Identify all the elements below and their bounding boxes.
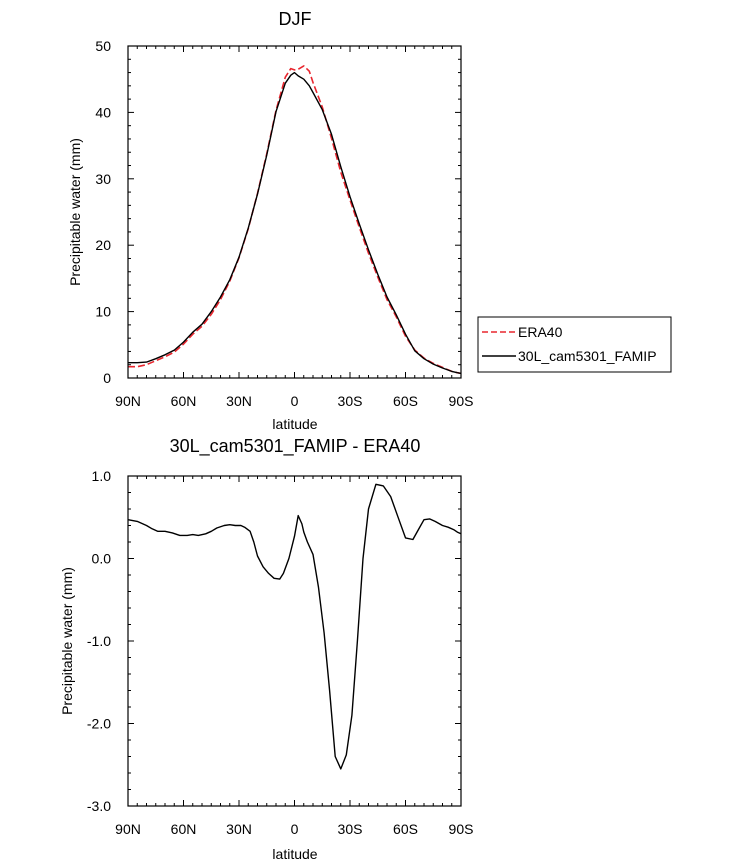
x-tick-label: 0 — [291, 821, 299, 837]
y-tick-label: -2.0 — [87, 716, 111, 732]
y-tick-label: -3.0 — [87, 798, 111, 814]
legend-box — [477, 316, 672, 373]
chart-title: 30L_cam5301_FAMIP - ERA40 — [170, 436, 421, 457]
series-line-difference — [127, 483, 462, 770]
plot-frame — [127, 475, 462, 807]
x-tick-label: 30N — [226, 393, 252, 409]
x-axis-label: latitude — [272, 846, 317, 862]
x-tick-label: 30S — [338, 821, 363, 837]
y-tick-label: 0.0 — [92, 551, 112, 567]
y-tick-label: 30 — [95, 171, 111, 187]
legend-label-famip: 30L_cam5301_FAMIP — [518, 348, 657, 364]
y-axis-label: Precipitable water (mm) — [59, 567, 75, 715]
y-tick-label: 0 — [103, 370, 111, 386]
x-tick-label: 60N — [171, 821, 197, 837]
series-line-era40 — [128, 65, 462, 375]
y-tick-label: 1.0 — [92, 468, 112, 484]
y-tick-label: 50 — [95, 38, 111, 54]
legend-label-era40: ERA40 — [518, 324, 563, 340]
x-tick-label: 90N — [115, 393, 141, 409]
x-tick-label: 0 — [291, 393, 299, 409]
series-line-30l-cam5301-famip — [128, 71, 462, 375]
legend-entry-era40: ERA40 — [482, 324, 563, 340]
chart-title: DJF — [279, 9, 312, 29]
x-tick-label: 30N — [226, 821, 252, 837]
plot-frame — [127, 45, 462, 379]
y-tick-label: 40 — [95, 104, 111, 120]
x-tick-label: 60S — [393, 821, 418, 837]
x-tick-label: 90S — [449, 821, 474, 837]
x-axis-label: latitude — [272, 416, 317, 432]
x-tick-label: 60S — [393, 393, 418, 409]
x-tick-label: 30S — [338, 393, 363, 409]
legend-entry-famip: 30L_cam5301_FAMIP — [482, 348, 657, 364]
panel-djf: DJF 90N 60N 30N 0 30S 60S 90S 0 10 20 30 40 50 latit… — [67, 9, 473, 432]
x-tick-label: 60N — [171, 393, 197, 409]
y-axis-label: Precipitable water (mm) — [67, 138, 83, 286]
y-tick-label: 10 — [95, 304, 111, 320]
legend: ERA40 30L_cam5301_FAMIP — [477, 316, 672, 373]
y-tick-label: 20 — [95, 237, 111, 253]
x-tick-label: 90S — [449, 393, 474, 409]
y-tick-label: -1.0 — [87, 633, 111, 649]
panel-difference: 30L_cam5301_FAMIP - ERA40 90N 60N 30N 0 30S 6… — [59, 436, 473, 862]
x-tick-label: 90N — [115, 821, 141, 837]
